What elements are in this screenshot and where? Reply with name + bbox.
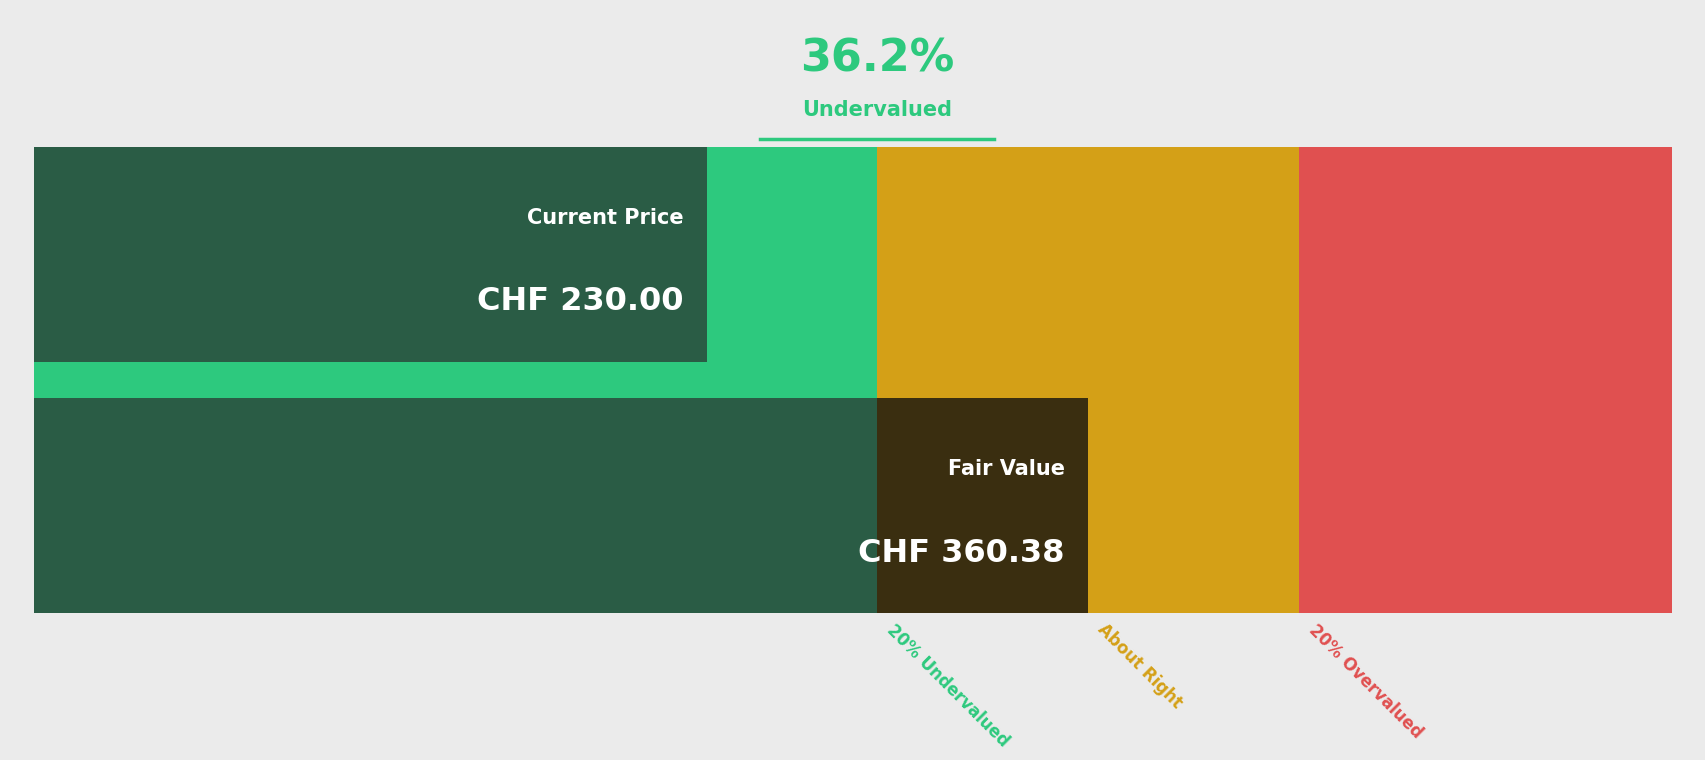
Text: 20% Overvalued: 20% Overvalued xyxy=(1304,621,1425,742)
Text: CHF 360.38: CHF 360.38 xyxy=(858,538,1064,568)
Text: CHF 230.00: CHF 230.00 xyxy=(477,286,684,317)
Text: About Right: About Right xyxy=(1093,621,1185,713)
Bar xyxy=(876,147,1298,613)
Text: 20% Undervalued: 20% Undervalued xyxy=(883,621,1011,750)
Bar xyxy=(876,398,1088,613)
Bar xyxy=(1298,147,1671,613)
Bar xyxy=(34,147,876,613)
Text: Undervalued: Undervalued xyxy=(801,100,951,120)
Bar xyxy=(34,147,706,362)
Bar xyxy=(34,398,1088,613)
Text: Current Price: Current Price xyxy=(527,207,684,227)
Text: Fair Value: Fair Value xyxy=(946,459,1064,480)
Text: 36.2%: 36.2% xyxy=(800,37,953,81)
